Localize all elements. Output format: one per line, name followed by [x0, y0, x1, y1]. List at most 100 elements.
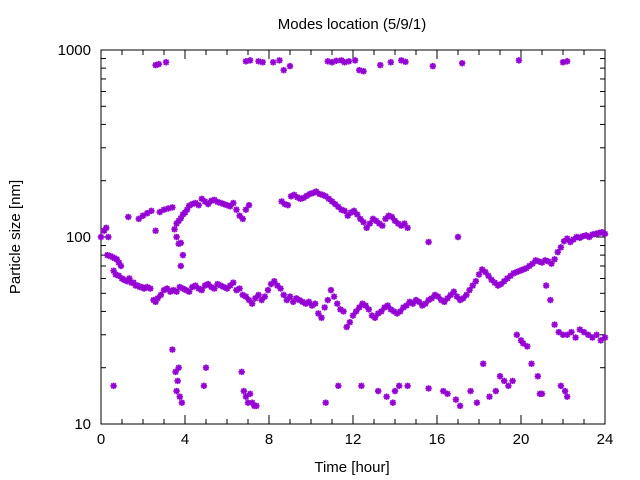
data-point — [557, 382, 565, 390]
x-tick-label: 20 — [513, 431, 530, 448]
data-point — [177, 262, 184, 270]
data-point — [173, 233, 180, 241]
data-point — [425, 385, 432, 392]
data-point — [425, 238, 432, 246]
data-point — [501, 377, 508, 385]
data-point — [404, 382, 411, 390]
data-point — [125, 213, 132, 221]
data-point — [286, 293, 294, 300]
data-point — [240, 387, 247, 395]
data-point — [105, 233, 112, 241]
data-point — [519, 340, 527, 347]
data-point — [459, 59, 466, 67]
data-point — [467, 387, 474, 395]
data-point — [97, 233, 105, 241]
data-point — [456, 402, 464, 410]
data-point — [589, 334, 596, 341]
data-point — [548, 260, 555, 267]
data-point — [572, 334, 579, 341]
data-point — [551, 256, 558, 263]
data-point — [452, 396, 460, 403]
x-axis: 0 4 8 12 16 20 24 — [97, 50, 613, 448]
data-point — [341, 207, 348, 215]
data-point — [429, 62, 436, 70]
data-point — [340, 308, 347, 315]
data-point — [270, 59, 277, 66]
data-point — [472, 278, 480, 285]
data-point — [330, 293, 338, 300]
data-point — [321, 304, 328, 311]
data-point — [186, 288, 193, 295]
data-point — [404, 224, 411, 231]
data-point — [246, 390, 254, 398]
data-point — [382, 215, 389, 223]
data-point — [245, 201, 253, 209]
data-point — [334, 300, 341, 307]
data-point — [463, 291, 470, 299]
data-point — [238, 368, 245, 376]
data-point — [524, 343, 531, 350]
data-point — [388, 213, 396, 221]
data-point — [211, 285, 218, 292]
x-tick-label: 12 — [345, 431, 362, 448]
data-point — [557, 244, 565, 251]
data-point — [597, 337, 604, 344]
data-point — [312, 300, 319, 307]
data-point — [236, 285, 243, 292]
y-tick-label: 1000 — [58, 42, 91, 59]
data-point — [375, 387, 382, 395]
data-point — [434, 293, 442, 300]
data-point — [239, 215, 246, 223]
data-point — [383, 393, 390, 400]
data-point — [554, 248, 561, 256]
data-point — [174, 377, 181, 385]
data-point — [276, 57, 283, 64]
data-point — [396, 382, 403, 390]
data-point — [513, 331, 520, 338]
data-point — [162, 59, 170, 66]
data-point — [148, 207, 155, 215]
data-point — [450, 288, 457, 295]
data-point — [564, 58, 571, 65]
data-point — [345, 58, 352, 65]
y-tick-label: 100 — [66, 229, 91, 246]
data-point — [253, 402, 260, 410]
data-point — [346, 319, 354, 326]
data-point — [200, 382, 208, 390]
data-point — [179, 251, 187, 259]
data-point — [547, 296, 554, 304]
data-point — [534, 373, 541, 380]
data-point — [475, 271, 483, 278]
data-point — [157, 291, 165, 299]
data-point — [358, 382, 365, 390]
data-point — [360, 218, 367, 226]
data-point — [486, 393, 493, 400]
data-points — [97, 57, 609, 410]
data-point — [169, 204, 176, 211]
data-point — [466, 286, 473, 294]
data-point — [389, 399, 397, 406]
data-point — [264, 286, 272, 294]
data-point — [280, 66, 287, 74]
data-point — [226, 203, 234, 210]
x-tick-label: 4 — [181, 431, 189, 448]
data-point — [568, 328, 575, 336]
data-point — [155, 60, 162, 68]
data-point — [365, 306, 372, 313]
data-point — [249, 300, 256, 307]
data-point — [555, 328, 562, 336]
x-axis-label: Time [hour] — [314, 459, 389, 476]
data-point — [509, 377, 516, 385]
data-point — [585, 331, 592, 338]
data-point — [173, 288, 180, 295]
data-point — [402, 58, 409, 65]
data-point — [543, 282, 550, 289]
data-point — [277, 285, 284, 292]
data-point — [324, 296, 331, 304]
data-point — [351, 57, 359, 64]
data-point — [147, 285, 154, 292]
data-point — [202, 364, 210, 371]
data-point — [496, 373, 504, 380]
data-point — [198, 286, 205, 294]
